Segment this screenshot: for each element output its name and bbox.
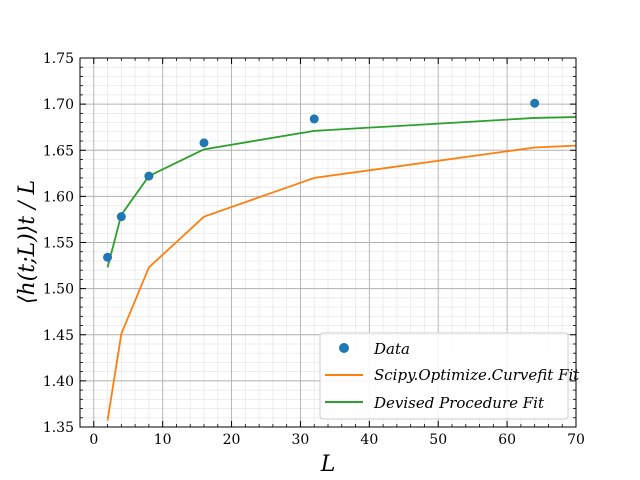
x-tick-label: 30	[292, 432, 310, 448]
series-line-1	[106, 144, 576, 421]
y-tick-label: 1.70	[43, 97, 74, 113]
y-tick-label: 1.65	[43, 143, 74, 159]
x-tick-label: 10	[154, 432, 172, 448]
y-tick-label: 1.75	[43, 51, 74, 67]
x-tick-label: 50	[429, 432, 447, 448]
y-tick-label: 1.55	[43, 236, 74, 252]
data-point	[103, 252, 113, 262]
ticks	[80, 57, 577, 428]
data-point	[116, 212, 126, 222]
data-point	[309, 114, 319, 124]
x-tick-label: 70	[567, 432, 585, 448]
x-tick-label: 40	[360, 432, 378, 448]
legend-label-devised: Devised Procedure Fit	[373, 394, 545, 412]
y-tick-label: 1.50	[43, 282, 74, 298]
legend: Data Scipy.Optimize.Curvefit Fit Devised…	[319, 332, 580, 420]
x-axis-title: L	[320, 452, 336, 477]
legend-marker-data	[339, 343, 349, 353]
data-point	[530, 98, 540, 108]
legend-label-curvefit: Scipy.Optimize.Curvefit Fit	[374, 366, 580, 384]
series-layer	[103, 98, 576, 421]
legend-box	[319, 332, 569, 420]
y-tick-label: 1.60	[43, 189, 74, 205]
x-tick-label: 0	[89, 432, 98, 448]
x-tick-label: 60	[498, 432, 516, 448]
tick-labels: 0 10 20 30 40 50 60 70 1.35 1.40 1.45 1.50 1.55 1.60 1…	[43, 51, 585, 448]
y-tick-label: 1.45	[43, 328, 74, 344]
x-tick-label: 20	[223, 432, 241, 448]
data-point	[144, 171, 154, 181]
y-tick-label: 1.35	[43, 420, 74, 436]
y-axis-title: ⟨h(t;L)⟩t / L	[15, 180, 40, 304]
legend-label-data: Data	[373, 340, 410, 358]
y-tick-label: 1.40	[43, 374, 74, 390]
data-point	[199, 138, 209, 148]
